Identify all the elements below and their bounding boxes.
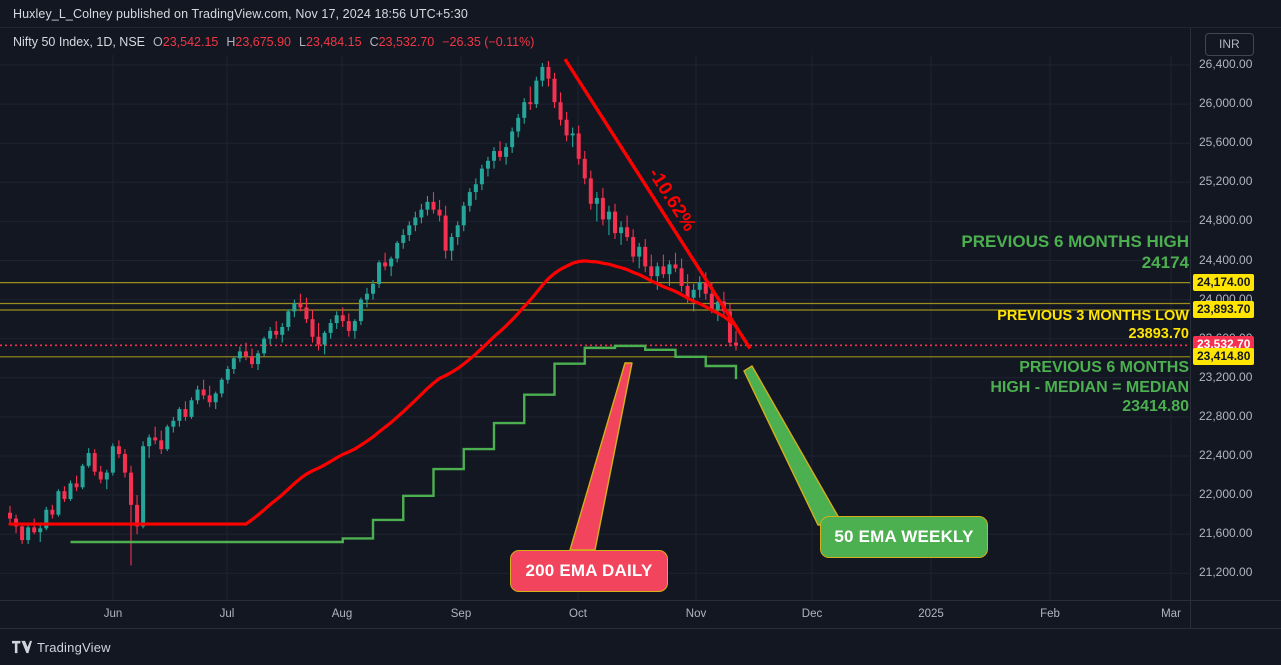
chart-canvas[interactable]: -10.62% — [0, 55, 1190, 600]
time-tick: Feb — [1040, 608, 1060, 620]
price-level-lines — [0, 281, 1190, 358]
ema-200-daily-line — [8, 259, 738, 526]
callout-200-ema-daily[interactable]: 200 EMA DAILY — [510, 550, 668, 592]
price-tick: 25,600.00 — [1199, 135, 1253, 150]
price-tag-6m-high: 24,174.00 — [1193, 273, 1255, 291]
ohlc-open: O23,542.15 — [153, 35, 218, 49]
high-key: H — [226, 35, 236, 49]
price-tick: 21,200.00 — [1199, 565, 1253, 580]
price-tick: 23,200.00 — [1199, 369, 1253, 384]
callout-50-ema-weekly[interactable]: 50 EMA WEEKLY — [820, 516, 988, 558]
tradingview-logo-icon — [12, 640, 32, 654]
time-tick: Oct — [569, 608, 587, 620]
price-tick: 21,600.00 — [1199, 526, 1253, 541]
price-tick: 24,400.00 — [1199, 252, 1253, 267]
close-key: C — [369, 35, 379, 49]
ohlc-close: C23,532.70 — [370, 35, 435, 49]
time-tick: Mar — [1161, 608, 1181, 620]
scale-corner — [1190, 600, 1281, 628]
price-tick: 24,800.00 — [1199, 213, 1253, 228]
close-value: 23,532.70 — [378, 35, 435, 49]
price-tick: 22,400.00 — [1199, 448, 1253, 462]
price-tick: 25,200.00 — [1199, 174, 1253, 189]
currency-badge[interactable]: INR — [1205, 33, 1254, 56]
price-tick: 26,400.00 — [1199, 57, 1253, 71]
ohlc-low: L23,484.15 — [299, 35, 362, 49]
price-tick: 26,000.00 — [1199, 96, 1253, 111]
chart-plot-area[interactable]: -10.62% — [0, 55, 1190, 600]
symbol-label[interactable]: Nifty 50 Index, 1D, NSE — [13, 35, 146, 49]
open-key: O — [153, 35, 163, 49]
footer-bar: TradingView — [0, 628, 1281, 665]
change-value: −26.35 (−0.11%) — [442, 35, 535, 49]
open-value: 23,542.15 — [162, 35, 219, 49]
time-tick: Aug — [331, 608, 353, 620]
time-tick: Nov — [685, 608, 707, 620]
time-tick: 2025 — [918, 608, 944, 620]
time-tick: Dec — [801, 608, 823, 620]
time-tick: Jun — [103, 608, 123, 620]
publisher-bar: Huxley_L_Colney published on TradingView… — [0, 0, 1281, 28]
publisher-text: Huxley_L_Colney published on TradingView… — [13, 6, 468, 21]
candlestick-series — [8, 61, 738, 566]
time-tick: Sep — [450, 608, 472, 620]
time-tick: Jul — [219, 608, 235, 620]
chart-legend-bar: Nifty 50 Index, 1D, NSE O23,542.15 H23,6… — [0, 29, 1281, 55]
price-scale[interactable]: INR 26,400.00 26,000.00 25,600.00 25,200.00… — [1190, 28, 1281, 600]
high-value: 23,675.90 — [235, 35, 291, 49]
low-key: L — [299, 35, 306, 49]
low-value: 23,484.15 — [305, 35, 362, 49]
price-tag-3m-low: 23,893.70 — [1193, 300, 1255, 318]
time-scale[interactable]: Jun Jul Aug Sep Oct Nov Dec 2025 Feb Mar — [0, 600, 1190, 628]
ohlc-high: H23,675.90 — [226, 35, 291, 49]
ema-50-weekly-line — [70, 344, 738, 544]
price-tick: 22,000.00 — [1199, 487, 1253, 502]
price-tick: 22,800.00 — [1199, 408, 1253, 423]
tradingview-brand-label: TradingView — [37, 639, 111, 655]
price-tag-median: 23,414.80 — [1193, 347, 1255, 365]
